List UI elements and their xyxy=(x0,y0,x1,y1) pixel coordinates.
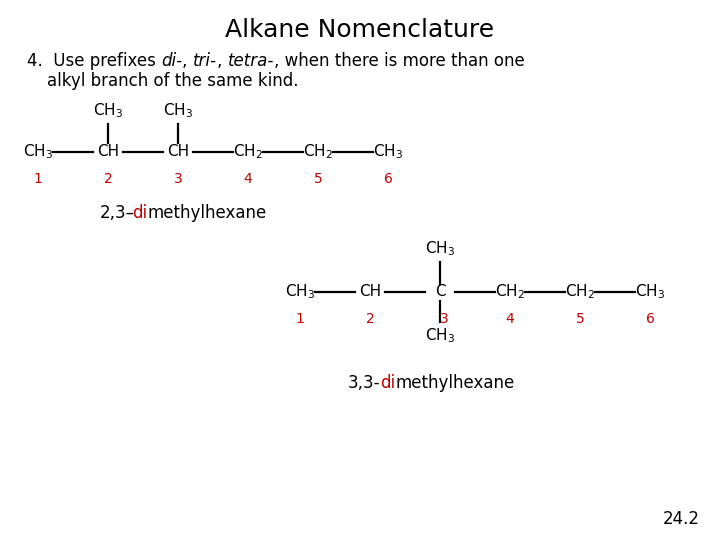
Text: 6: 6 xyxy=(646,312,654,326)
Text: methylhexane: methylhexane xyxy=(148,204,267,222)
Text: CH$_3$: CH$_3$ xyxy=(285,282,315,301)
Text: ,: , xyxy=(217,52,228,70)
Text: 4.  Use prefixes: 4. Use prefixes xyxy=(27,52,161,70)
Text: 5: 5 xyxy=(314,172,323,186)
Text: Alkane Nomenclature: Alkane Nomenclature xyxy=(225,18,495,42)
Text: 3: 3 xyxy=(440,312,449,326)
Text: CH$_3$: CH$_3$ xyxy=(163,102,193,120)
Text: CH$_2$: CH$_2$ xyxy=(303,143,333,161)
Text: 2,3–: 2,3– xyxy=(100,204,135,222)
Text: 24.2: 24.2 xyxy=(663,510,700,528)
Text: 1: 1 xyxy=(34,172,42,186)
Text: CH: CH xyxy=(359,285,381,300)
Text: di: di xyxy=(132,204,148,222)
Text: CH$_3$: CH$_3$ xyxy=(93,102,123,120)
Text: di: di xyxy=(380,374,395,392)
Text: 2: 2 xyxy=(104,172,112,186)
Text: 3,3-: 3,3- xyxy=(348,374,380,392)
Text: CH: CH xyxy=(97,145,119,159)
Text: , when there is more than one: , when there is more than one xyxy=(274,52,525,70)
Text: CH$_2$: CH$_2$ xyxy=(495,282,525,301)
Text: 2: 2 xyxy=(366,312,374,326)
Text: ,: , xyxy=(182,52,193,70)
Text: 6: 6 xyxy=(384,172,392,186)
Text: CH$_3$: CH$_3$ xyxy=(425,326,455,345)
Text: methylhexane: methylhexane xyxy=(395,374,515,392)
Text: CH$_3$: CH$_3$ xyxy=(425,239,455,258)
Text: CH$_3$: CH$_3$ xyxy=(23,143,53,161)
Text: tetra-: tetra- xyxy=(228,52,274,70)
Text: CH$_3$: CH$_3$ xyxy=(635,282,665,301)
Text: tri-: tri- xyxy=(193,52,217,70)
Text: 4: 4 xyxy=(243,172,253,186)
Text: 3: 3 xyxy=(174,172,182,186)
Text: di-: di- xyxy=(161,52,182,70)
Text: CH$_3$: CH$_3$ xyxy=(373,143,403,161)
Text: 4: 4 xyxy=(505,312,514,326)
Text: 5: 5 xyxy=(575,312,585,326)
Text: CH: CH xyxy=(167,145,189,159)
Text: 1: 1 xyxy=(296,312,305,326)
Text: CH$_2$: CH$_2$ xyxy=(233,143,263,161)
Text: CH$_2$: CH$_2$ xyxy=(565,282,595,301)
Text: C: C xyxy=(435,285,445,300)
Text: alkyl branch of the same kind.: alkyl branch of the same kind. xyxy=(47,72,299,90)
